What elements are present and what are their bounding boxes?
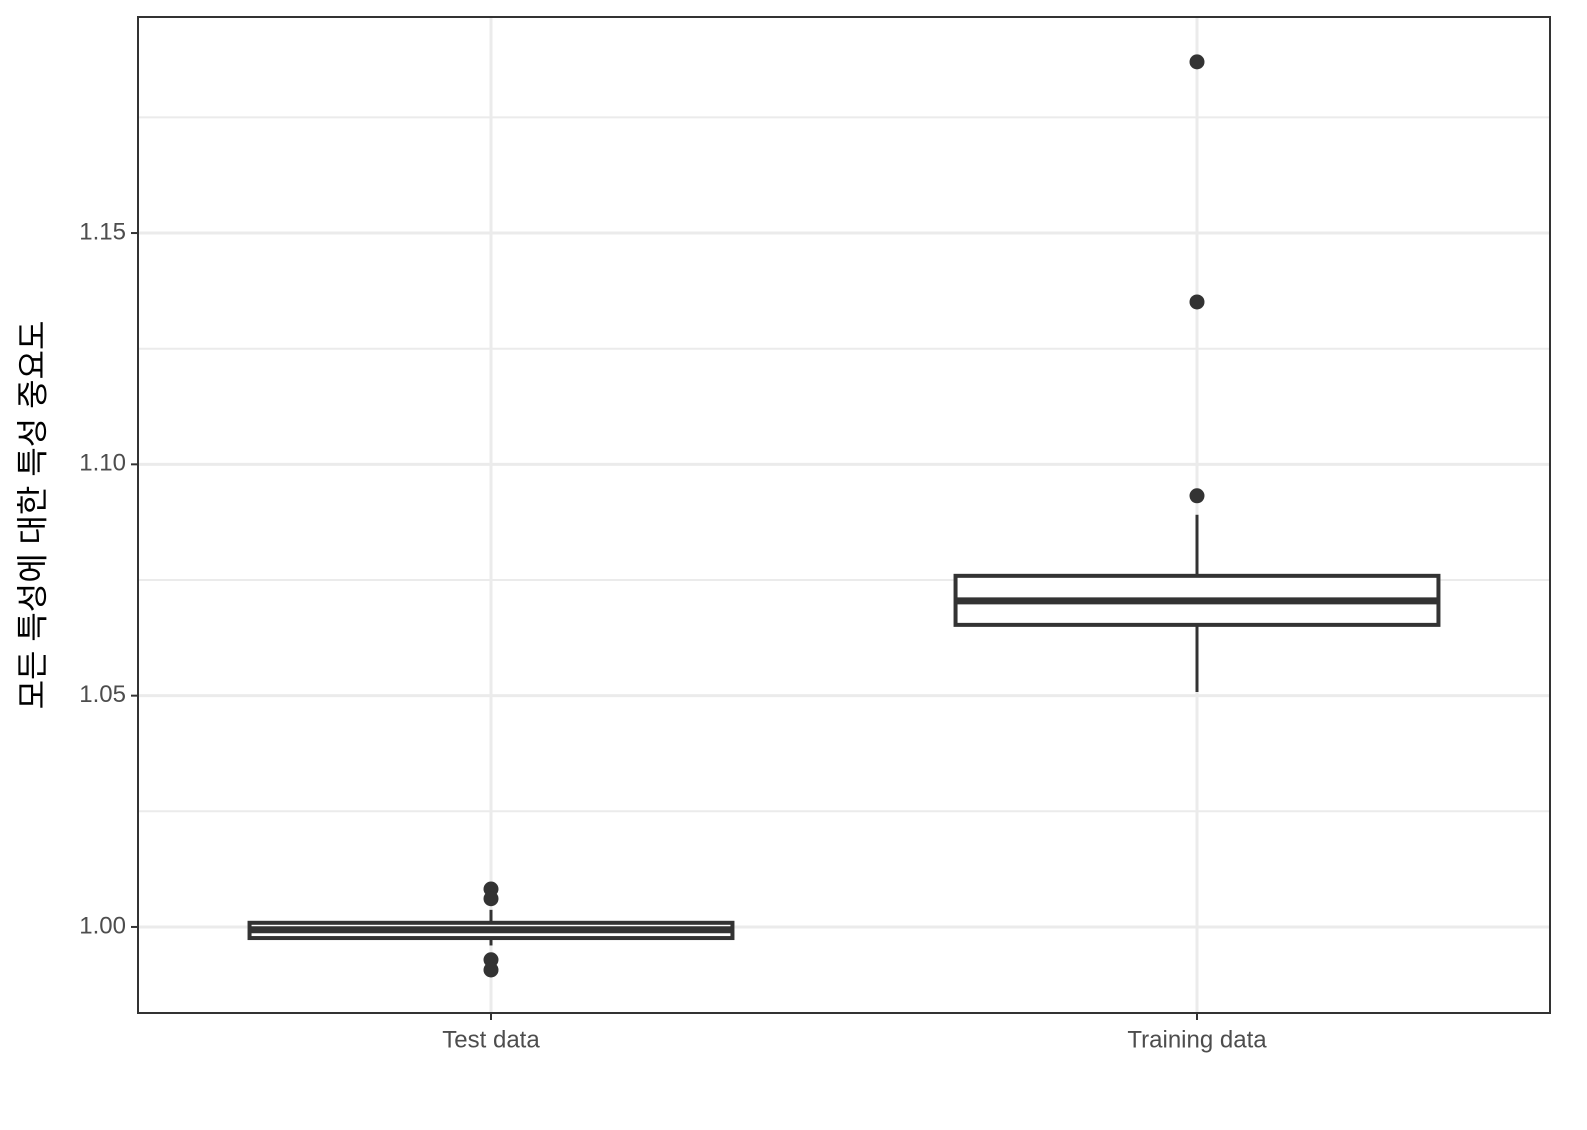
outlier [1189,294,1205,310]
outlier [483,891,499,907]
y-tick-label: 1.00 [79,912,126,939]
y-tick-label: 1.05 [79,681,126,708]
outlier [1189,488,1205,504]
y-axis-label: 모든 특성에 대한 특성 중요도 [14,321,50,710]
outlier [483,962,499,978]
outlier [1189,54,1205,70]
x-tick-label: Test data [442,1026,540,1053]
y-tick-label: 1.15 [79,218,126,245]
y-tick-label: 1.10 [79,450,126,477]
plot-border [137,16,1551,1014]
x-tick-label: Training data [1127,1026,1267,1053]
